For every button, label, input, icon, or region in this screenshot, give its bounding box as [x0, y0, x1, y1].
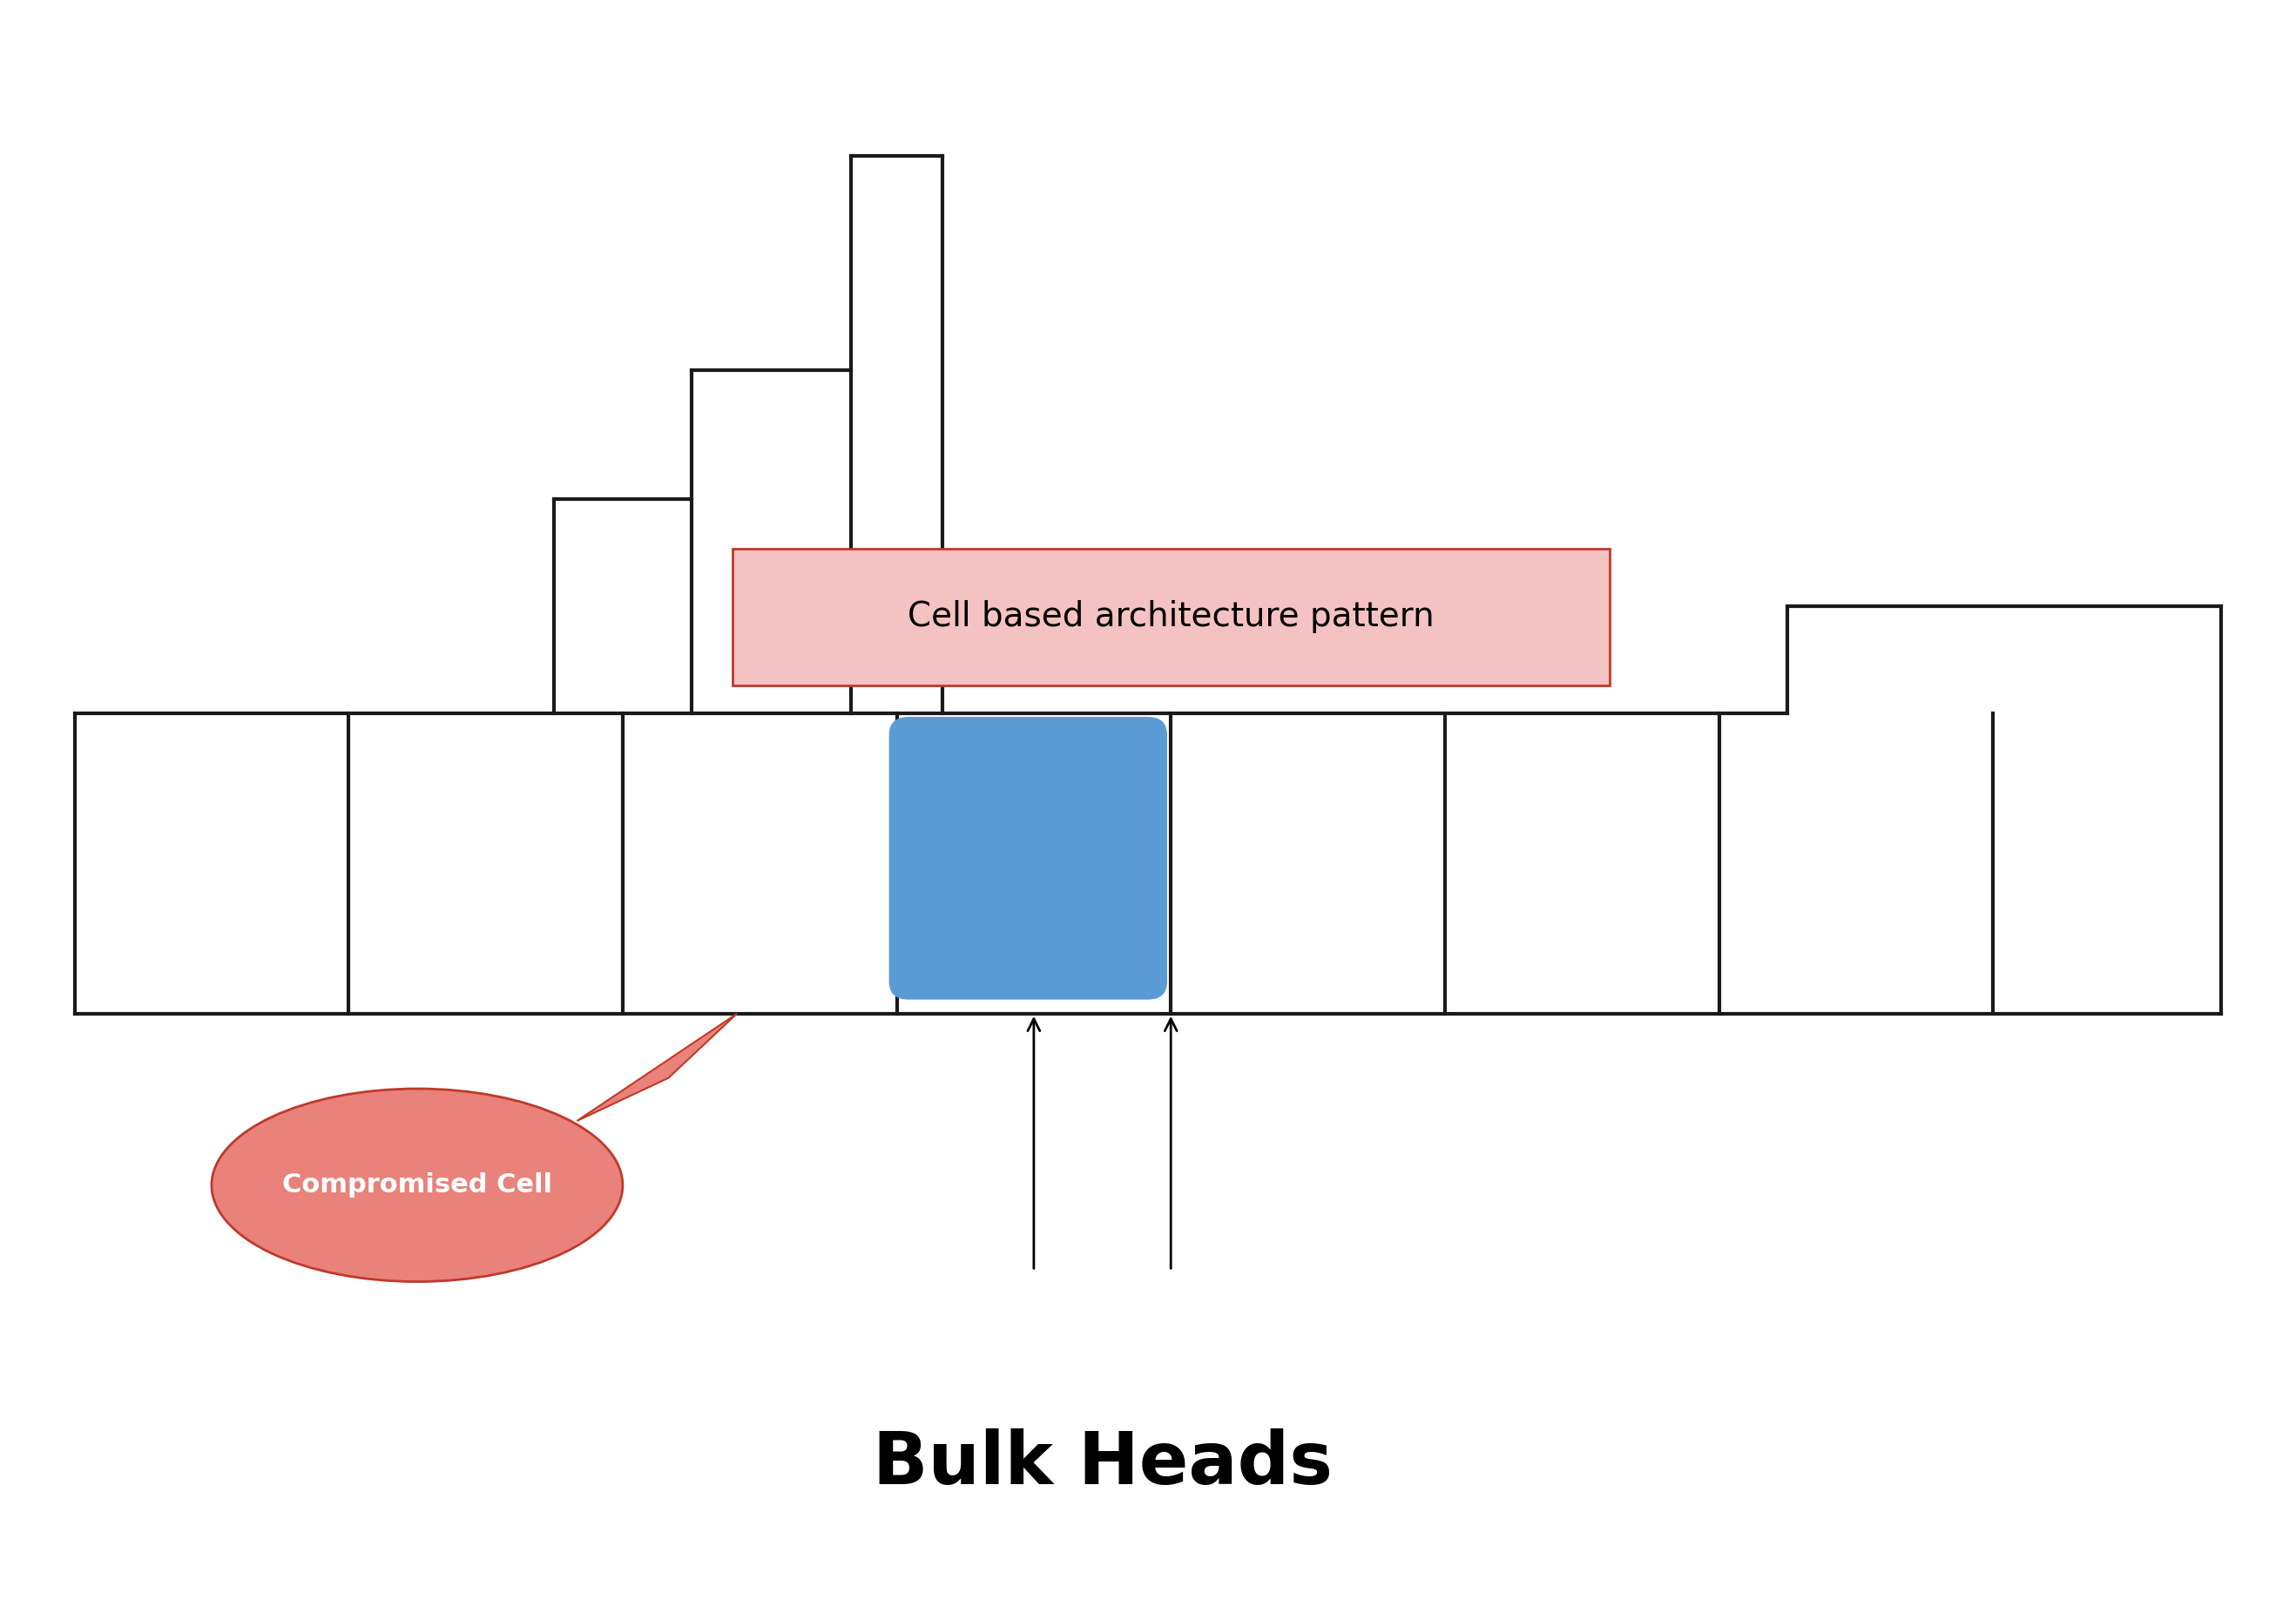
- Text: Cell based architecture pattern: Cell based architecture pattern: [907, 601, 1435, 633]
- Text: Bulk Heads: Bulk Heads: [872, 1429, 1332, 1498]
- FancyBboxPatch shape: [732, 549, 1609, 685]
- Ellipse shape: [211, 1089, 622, 1281]
- Polygon shape: [576, 1014, 737, 1121]
- Text: Compromised Cell: Compromised Cell: [282, 1173, 553, 1197]
- FancyBboxPatch shape: [891, 718, 1166, 998]
